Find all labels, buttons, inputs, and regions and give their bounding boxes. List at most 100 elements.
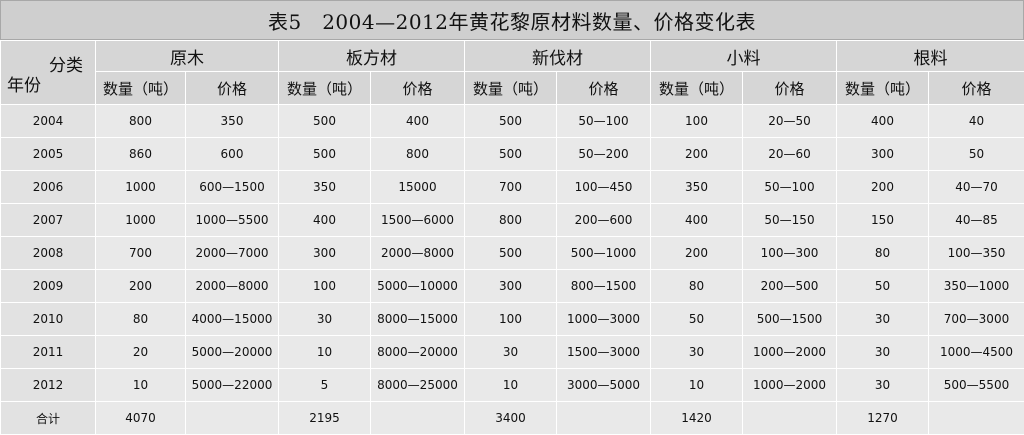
- price-cell: 15000: [371, 171, 465, 204]
- qty-cell: 700: [465, 171, 557, 204]
- price-cell: 8000—25000: [371, 369, 465, 402]
- qty-header: 数量（吨）: [96, 72, 186, 105]
- qty-cell: 500: [465, 105, 557, 138]
- price-cell: 350: [186, 105, 279, 138]
- year-cell: 合计: [1, 402, 96, 435]
- price-cell: 20—60: [743, 138, 837, 171]
- price-cell: 50—100: [557, 105, 651, 138]
- price-cell: 500—1000: [557, 237, 651, 270]
- qty-cell: 30: [465, 336, 557, 369]
- qty-header: 数量（吨）: [465, 72, 557, 105]
- qty-cell: 80: [651, 270, 743, 303]
- price-cell: 5000—20000: [186, 336, 279, 369]
- price-cell: 1000—4500: [929, 336, 1024, 369]
- group-header: 新伐材: [465, 41, 651, 72]
- qty-cell: 100: [465, 303, 557, 336]
- price-header: 价格: [743, 72, 837, 105]
- year-cell: 2011: [1, 336, 96, 369]
- qty-cell: 80: [96, 303, 186, 336]
- price-cell: 2000—7000: [186, 237, 279, 270]
- price-header: 价格: [186, 72, 279, 105]
- year-cell: 2012: [1, 369, 96, 402]
- qty-cell: 200: [837, 171, 929, 204]
- qty-header: 数量（吨）: [837, 72, 929, 105]
- price-cell: [743, 402, 837, 435]
- qty-cell: 300: [279, 237, 371, 270]
- qty-cell: 100: [279, 270, 371, 303]
- price-cell: 40—70: [929, 171, 1024, 204]
- qty-cell: 400: [651, 204, 743, 237]
- year-cell: 2010: [1, 303, 96, 336]
- price-cell: 1000—2000: [743, 369, 837, 402]
- qty-cell: 30: [837, 369, 929, 402]
- qty-cell: 800: [465, 204, 557, 237]
- price-cell: 3000—5000: [557, 369, 651, 402]
- qty-header: 数量（吨）: [651, 72, 743, 105]
- corner-year-label: 年份: [7, 71, 41, 96]
- price-header: 价格: [929, 72, 1024, 105]
- group-header: 板方材: [279, 41, 465, 72]
- table-title: 表5 2004—2012年黄花黎原材料数量、价格变化表: [0, 0, 1024, 40]
- year-cell: 2009: [1, 270, 96, 303]
- qty-cell: 2195: [279, 402, 371, 435]
- price-cell: [557, 402, 651, 435]
- qty-cell: 30: [651, 336, 743, 369]
- qty-cell: 10: [465, 369, 557, 402]
- price-cell: 2000—8000: [186, 270, 279, 303]
- price-cell: [929, 402, 1024, 435]
- price-cell: 1500—6000: [371, 204, 465, 237]
- qty-cell: 400: [837, 105, 929, 138]
- group-header: 原木: [96, 41, 279, 72]
- qty-cell: 200: [651, 237, 743, 270]
- price-cell: 100—300: [743, 237, 837, 270]
- qty-cell: 50: [651, 303, 743, 336]
- price-header: 价格: [557, 72, 651, 105]
- price-cell: 200—600: [557, 204, 651, 237]
- price-cell: 400: [371, 105, 465, 138]
- price-cell: 350—1000: [929, 270, 1024, 303]
- qty-cell: 400: [279, 204, 371, 237]
- price-cell: 2000—8000: [371, 237, 465, 270]
- price-cell: 50—150: [743, 204, 837, 237]
- year-cell: 2006: [1, 171, 96, 204]
- qty-cell: 1000: [96, 204, 186, 237]
- qty-cell: 200: [96, 270, 186, 303]
- qty-cell: 300: [465, 270, 557, 303]
- price-cell: 5000—22000: [186, 369, 279, 402]
- qty-cell: 30: [279, 303, 371, 336]
- price-cell: 5000—10000: [371, 270, 465, 303]
- qty-cell: 500: [279, 138, 371, 171]
- qty-cell: 800: [96, 105, 186, 138]
- corner-header: 分类 年份: [1, 41, 96, 105]
- year-cell: 2005: [1, 138, 96, 171]
- price-header: 价格: [371, 72, 465, 105]
- price-cell: 100—350: [929, 237, 1024, 270]
- price-cell: 500—5500: [929, 369, 1024, 402]
- qty-cell: 1420: [651, 402, 743, 435]
- price-cell: 800—1500: [557, 270, 651, 303]
- price-cell: 600: [186, 138, 279, 171]
- qty-cell: 1270: [837, 402, 929, 435]
- qty-cell: 10: [96, 369, 186, 402]
- qty-cell: 500: [465, 138, 557, 171]
- qty-cell: 350: [279, 171, 371, 204]
- qty-cell: 10: [651, 369, 743, 402]
- qty-cell: 50: [837, 270, 929, 303]
- qty-cell: 500: [465, 237, 557, 270]
- price-cell: [371, 402, 465, 435]
- group-header: 小料: [651, 41, 837, 72]
- qty-cell: 500: [279, 105, 371, 138]
- qty-cell: 20: [96, 336, 186, 369]
- price-cell: 200—500: [743, 270, 837, 303]
- table-document: 表5 2004—2012年黄花黎原材料数量、价格变化表 分类 年份 原木 板方材…: [0, 0, 1024, 425]
- price-cell: 800: [371, 138, 465, 171]
- price-cell: 8000—20000: [371, 336, 465, 369]
- qty-cell: 860: [96, 138, 186, 171]
- price-cell: 1500—3000: [557, 336, 651, 369]
